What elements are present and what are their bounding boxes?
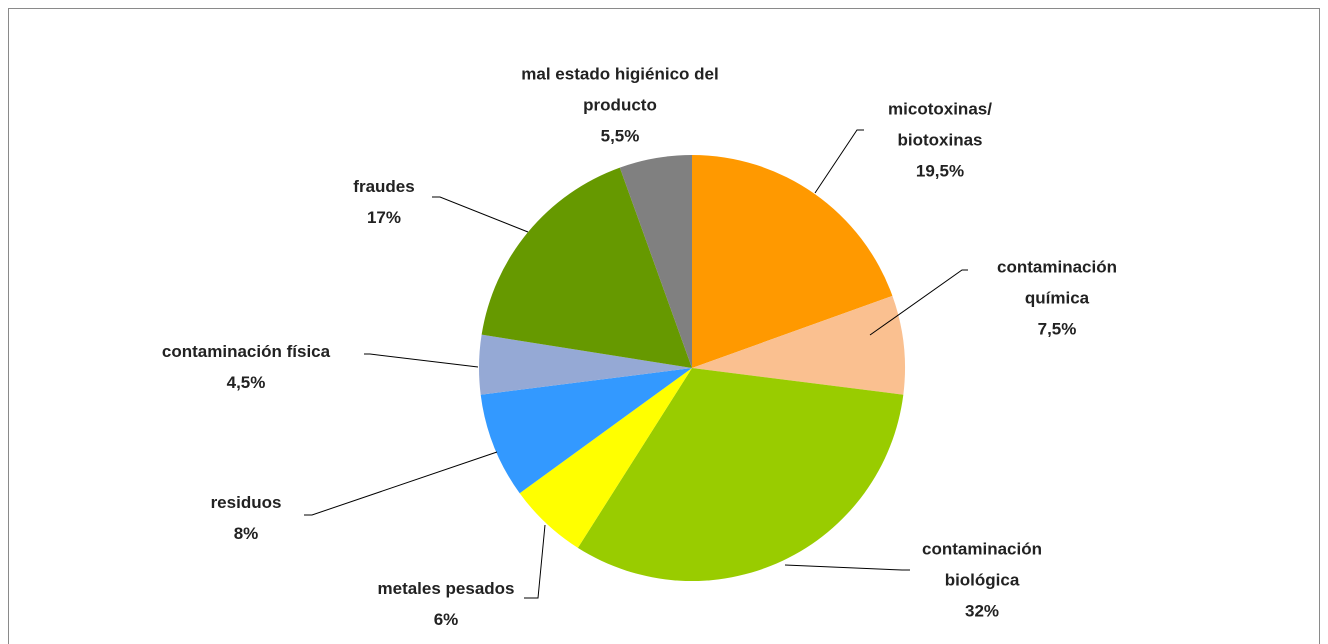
value-label: 17% (366, 208, 402, 227)
leader-line (304, 451, 498, 516)
pie-slice (577, 368, 904, 581)
category-label: contaminación química (997, 257, 1117, 308)
pie-slice (480, 368, 692, 494)
slice-label: metales pesados 6% (377, 573, 514, 635)
leader-line (869, 269, 968, 336)
value-label: 19,5% (915, 161, 965, 181)
pie-slice (619, 155, 692, 368)
slice-label: contaminación biológica 32% (897, 534, 1067, 627)
category-label: fraudes (353, 177, 415, 196)
slice-label: micotoxinas/ biotoxinas 19,5% (870, 94, 1010, 187)
slice-label: residuos 8% (211, 487, 282, 549)
value-label: 5,5% (600, 126, 640, 146)
value-label: 32% (964, 601, 1000, 621)
pie-slice (519, 368, 692, 548)
category-label: contaminación física (161, 342, 331, 361)
category-label: residuos (210, 493, 282, 512)
value-label: 7,5% (1037, 319, 1077, 339)
slice-label: contaminación química 7,5% (972, 252, 1142, 345)
leader-line (784, 564, 910, 571)
pie-slice (479, 334, 692, 395)
category-label: mal estado higiénico del producto (521, 64, 719, 115)
pie-slice (692, 155, 893, 368)
category-label: contaminación biológica (922, 539, 1042, 590)
leader-line (364, 353, 479, 368)
leader-line (432, 196, 529, 233)
value-label: 4,5% (226, 373, 266, 392)
leader-line (814, 129, 864, 194)
leader-line (524, 524, 546, 599)
value-label: 6% (433, 610, 459, 629)
slice-label: contaminación física 4,5% (162, 336, 330, 398)
value-label: 8% (233, 524, 259, 543)
pie-slice (481, 167, 692, 368)
pie-slice (692, 295, 905, 395)
category-label: metales pesados (377, 579, 515, 598)
slice-label: mal estado higiénico del producto 5,5% (520, 59, 720, 152)
category-label: micotoxinas/ biotoxinas (888, 99, 992, 150)
slice-label: fraudes 17% (353, 171, 414, 233)
